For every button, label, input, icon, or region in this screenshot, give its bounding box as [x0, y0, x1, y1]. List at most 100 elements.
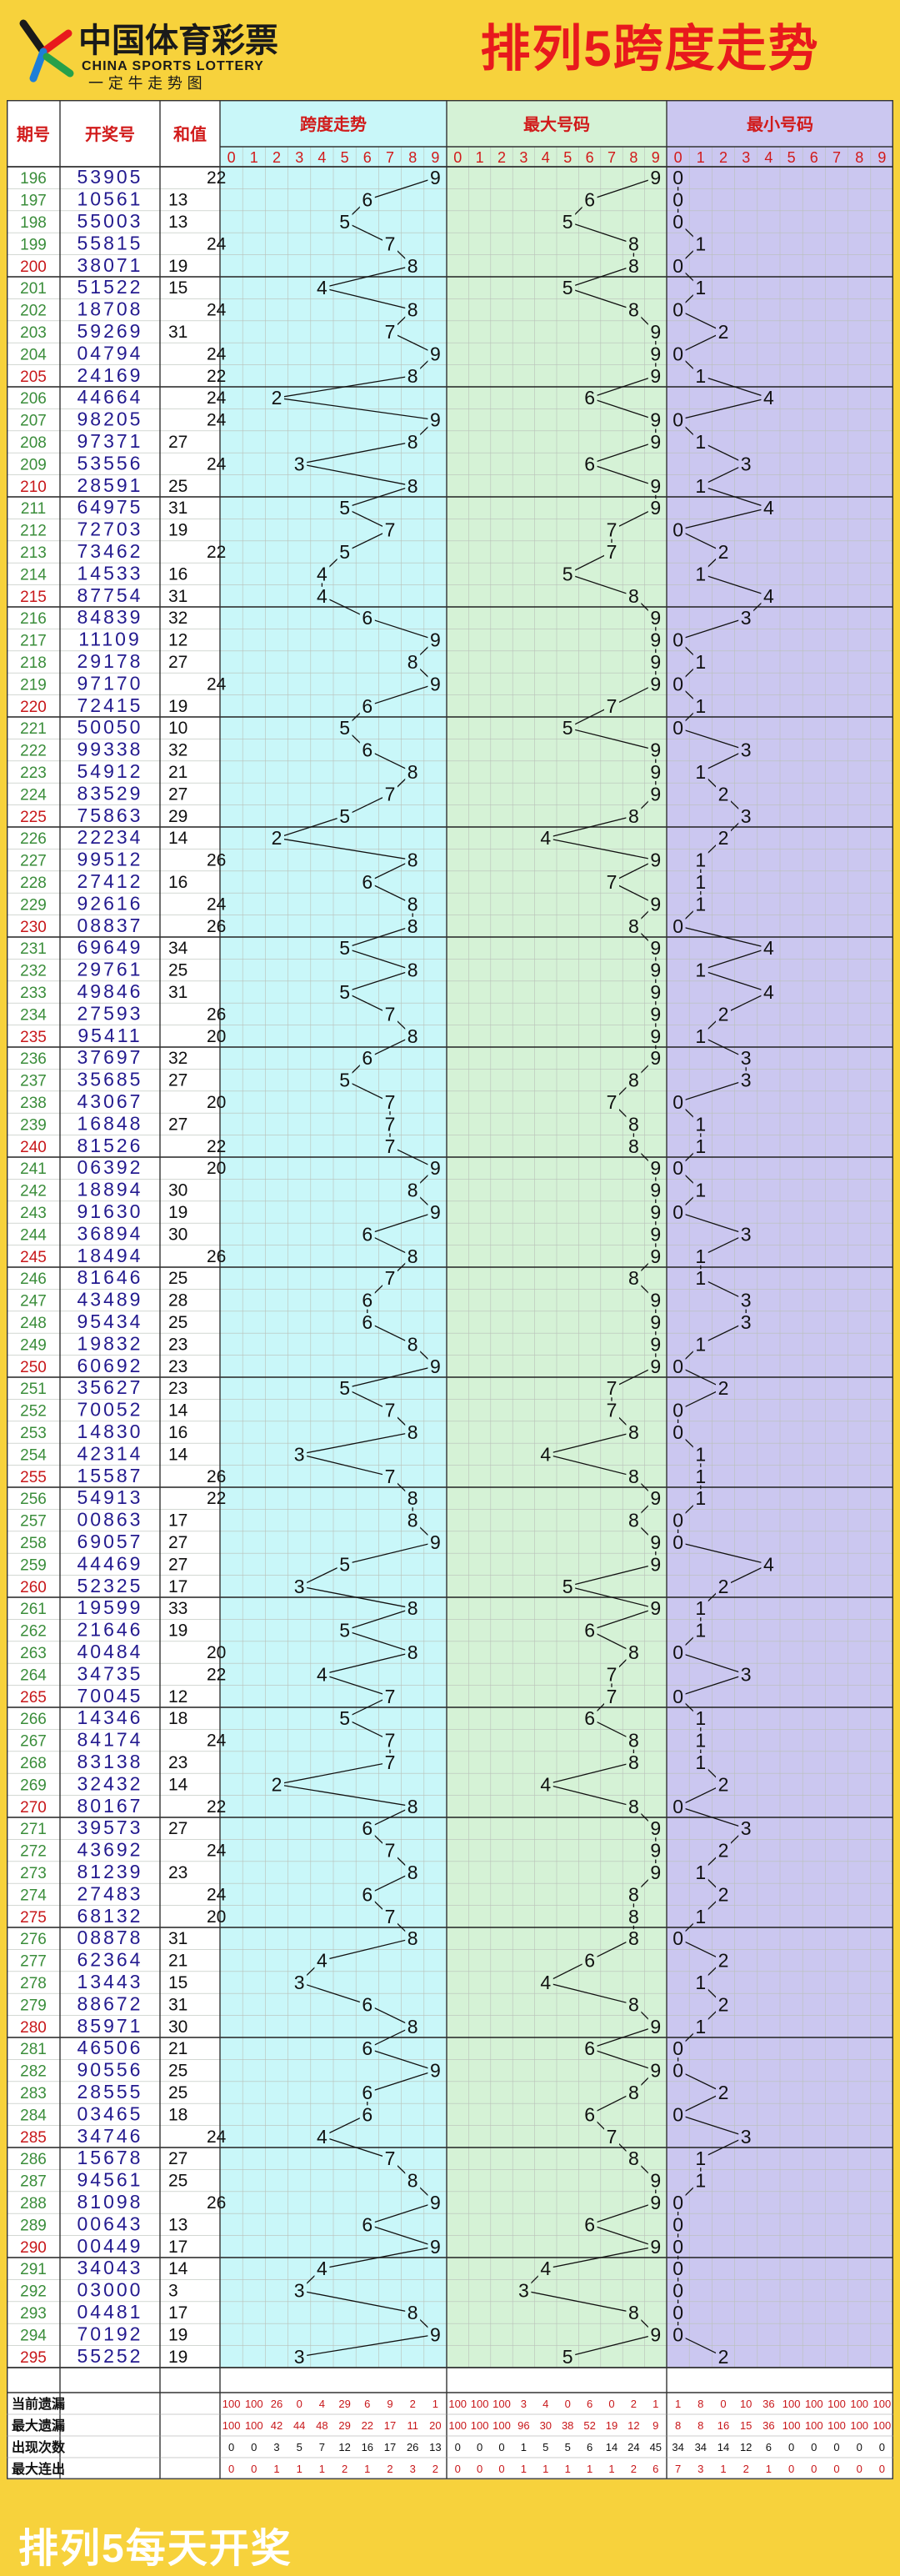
span-point-bg	[314, 1951, 330, 1970]
draw-number-cell: 55252	[78, 2345, 143, 2367]
span-point: 6	[362, 871, 372, 893]
sum-cell: 24	[207, 301, 227, 320]
span-point: 8	[408, 1510, 418, 1531]
max-point-bg	[648, 740, 663, 759]
sum-cell: 24	[207, 1732, 227, 1751]
digit-header-max-0: 0	[453, 149, 462, 166]
stat-value: 2	[743, 2463, 749, 2475]
max-point-bg	[626, 806, 642, 825]
draw-number-cell: 21646	[78, 1619, 143, 1641]
draw-number-cell: 54912	[78, 760, 143, 782]
stat-value: 0	[788, 2441, 794, 2453]
issue-cell: 252	[20, 1403, 47, 1421]
span-point-bg	[405, 895, 421, 914]
max-point: 9	[650, 893, 661, 915]
draw-number-cell: 98205	[78, 408, 143, 430]
max-point-bg	[560, 2347, 576, 2366]
stat-value: 100	[471, 2419, 489, 2432]
draw-number-cell: 32432	[78, 1772, 143, 1794]
max-point-bg	[648, 1313, 663, 1331]
issue-cell: 235	[20, 1029, 47, 1046]
max-point: 7	[607, 1400, 618, 1421]
sum-cell: 26	[207, 917, 226, 936]
min-point-bg	[692, 1709, 708, 1728]
max-point: 8	[628, 1906, 639, 1927]
max-point: 9	[650, 1223, 661, 1245]
min-point: 1	[695, 1113, 706, 1135]
stat-value: 100	[850, 2419, 868, 2432]
draw-number-cell: 43489	[78, 1289, 143, 1311]
span-point: 7	[385, 1003, 396, 1025]
min-point-bg	[692, 2149, 708, 2168]
min-point: 4	[763, 937, 774, 959]
min-point-bg	[670, 213, 686, 231]
max-point-bg	[648, 609, 663, 628]
min-point: 2	[718, 827, 729, 849]
span-point: 4	[317, 563, 328, 584]
issue-cell: 245	[20, 1249, 47, 1266]
sum-cell: 13	[168, 213, 188, 232]
min-point-bg	[716, 2347, 731, 2366]
span-point: 8	[408, 1796, 418, 1817]
max-point: 9	[650, 1553, 661, 1575]
stat-value: 19	[606, 2419, 618, 2432]
span-point-bg	[337, 806, 352, 825]
max-point-bg	[626, 1753, 642, 1772]
issue-cell: 216	[20, 610, 47, 628]
draw-number-cell: 18708	[78, 298, 143, 320]
issue-cell: 295	[20, 2349, 47, 2367]
span-point: 8	[408, 1927, 418, 1949]
span-point-bg	[359, 2215, 375, 2234]
min-point-bg	[692, 1753, 708, 1772]
issue-cell: 221	[20, 720, 47, 738]
issue-cell: 265	[20, 1689, 47, 1706]
span-point-bg	[428, 674, 443, 694]
span-point-bg	[314, 278, 330, 298]
max-point-bg	[648, 1555, 663, 1574]
issue-cell: 292	[20, 2283, 47, 2301]
stat-value: 1	[565, 2463, 571, 2475]
sum-cell: 24	[207, 674, 227, 694]
sum-cell: 19	[168, 2348, 188, 2367]
stat-value: 8	[698, 2419, 703, 2432]
span-point-bg	[428, 2193, 443, 2212]
issue-cell: 275	[20, 1909, 47, 1927]
digit-header-span-0: 0	[228, 149, 236, 166]
min-point: 0	[672, 2323, 683, 2345]
stat-value: 100	[828, 2419, 846, 2432]
max-point-bg	[604, 1686, 619, 1706]
min-point-bg	[738, 1665, 754, 1684]
span-point: 7	[385, 1730, 396, 1752]
span-point: 3	[294, 1972, 305, 1993]
max-point-bg	[626, 1643, 642, 1661]
issue-cell: 270	[20, 1799, 47, 1817]
issue-cell: 209	[20, 456, 47, 474]
stat-value: 0	[297, 2398, 302, 2410]
max-point: 7	[607, 1663, 618, 1685]
max-point: 7	[607, 871, 618, 893]
issue-cell: 282	[20, 2063, 47, 2081]
min-point: 1	[695, 1333, 706, 1355]
span-point: 6	[362, 2213, 372, 2235]
draw-number-cell: 49846	[78, 980, 143, 1002]
max-point-bg	[648, 1026, 663, 1045]
max-point-bg	[560, 719, 576, 738]
sum-cell: 24	[207, 1885, 227, 1904]
max-point-bg	[626, 1929, 642, 1948]
stat-value: 1	[587, 2463, 592, 2475]
draw-number-cell: 18894	[78, 1179, 143, 1200]
sum-cell: 27	[168, 1533, 188, 1552]
span-point: 7	[385, 1906, 396, 1927]
stat-value: 5	[542, 2441, 548, 2453]
max-point-bg	[560, 213, 576, 231]
min-point: 1	[695, 1443, 706, 1465]
draw-number-cell: 68132	[78, 1905, 143, 1927]
stat-value: 0	[455, 2441, 461, 2453]
min-point-bg	[670, 2215, 686, 2234]
span-point-bg	[428, 1159, 443, 1178]
min-point: 1	[695, 695, 706, 717]
span-point-bg	[405, 1026, 421, 1045]
max-point: 8	[628, 585, 639, 607]
max-point-bg	[648, 1246, 663, 1265]
